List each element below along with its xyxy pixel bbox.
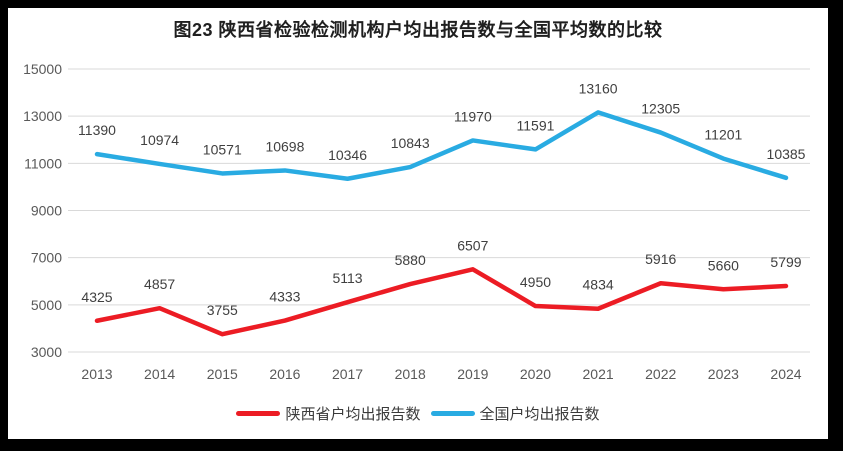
series-line-shaanxi — [94, 267, 789, 337]
data-label-national-2014: 10974 — [140, 132, 179, 148]
data-label-national-2021: 13160 — [579, 80, 618, 96]
y-tick-label-5000: 5000 — [31, 297, 62, 313]
y-tick-label-9000: 9000 — [31, 203, 62, 219]
chart-area: 图23 陕西省检验检测机构户均出报告数与全国平均数的比较 15000 13000 1… — [8, 8, 828, 439]
data-label-shaanxi-2013: 4325 — [81, 289, 112, 305]
data-label-national-2017: 10346 — [328, 147, 367, 163]
x-tick-label-2024: 2024 — [770, 366, 801, 382]
x-tick-label-2013: 2013 — [81, 366, 112, 382]
x-tick-label-2018: 2018 — [395, 366, 426, 382]
legend-swatch-national-icon — [430, 410, 475, 416]
data-label-shaanxi-2016: 4333 — [269, 289, 300, 305]
data-label-shaanxi-2020: 4950 — [520, 274, 551, 290]
data-label-shaanxi-2024: 5799 — [770, 254, 801, 270]
data-label-national-2024: 10385 — [767, 146, 806, 162]
chart-legend: 陕西省户均出报告数 全国户均出报告数 — [8, 402, 828, 424]
legend-item-national: 全国户均出报告数 — [430, 403, 600, 424]
y-tick-label-11000: 11000 — [24, 155, 62, 171]
data-label-shaanxi-2018: 5880 — [395, 252, 426, 268]
data-label-national-2016: 10698 — [265, 138, 304, 154]
x-tick-label-2021: 2021 — [583, 366, 614, 382]
data-label-shaanxi-2023: 5660 — [708, 257, 739, 273]
data-label-shaanxi-2022: 5916 — [645, 251, 676, 267]
chart-canvas: 15000 13000 11000 9000 7000 5000 3000 2013 2014 2… — [23, 61, 810, 382]
x-tick-label-2016: 2016 — [269, 366, 300, 382]
x-tick-label-2022: 2022 — [645, 366, 676, 382]
data-label-shaanxi-2021: 4834 — [583, 277, 614, 293]
series-line-national — [94, 110, 789, 182]
data-label-national-2020: 11591 — [517, 117, 555, 133]
x-tick-label-2023: 2023 — [708, 366, 739, 382]
data-label-national-2015: 10571 — [203, 141, 242, 157]
data-label-national-2013: 11390 — [78, 122, 116, 138]
legend-item-shaanxi: 陕西省户均出报告数 — [236, 403, 421, 424]
data-label-shaanxi-2019: 6507 — [457, 237, 488, 253]
legend-label-shaanxi: 陕西省户均出报告数 — [285, 405, 421, 423]
x-tick-label-2017: 2017 — [332, 366, 363, 382]
legend-swatch-shaanxi-icon — [236, 410, 281, 416]
y-tick-label-7000: 7000 — [31, 250, 62, 266]
data-label-national-2023: 11201 — [704, 127, 742, 143]
y-tick-label-13000: 13000 — [23, 108, 62, 124]
x-tick-label-2015: 2015 — [207, 366, 238, 382]
y-tick-label-3000: 3000 — [31, 344, 62, 360]
data-label-shaanxi-2017: 5113 — [332, 270, 362, 286]
x-tick-label-2014: 2014 — [144, 366, 175, 382]
data-label-national-2022: 12305 — [641, 101, 680, 117]
chart-title: 图23 陕西省检验检测机构户均出报告数与全国平均数的比较 — [173, 20, 663, 40]
y-tick-label-15000: 15000 — [23, 61, 62, 77]
legend-label-national: 全国户均出报告数 — [479, 405, 600, 423]
data-label-shaanxi-2014: 4857 — [144, 276, 175, 292]
data-label-shaanxi-2015: 3755 — [207, 302, 238, 318]
data-label-national-2018: 10843 — [391, 135, 430, 151]
x-tick-label-2020: 2020 — [520, 366, 551, 382]
data-label-national-2019: 11970 — [454, 108, 492, 124]
x-tick-label-2019: 2019 — [457, 366, 488, 382]
